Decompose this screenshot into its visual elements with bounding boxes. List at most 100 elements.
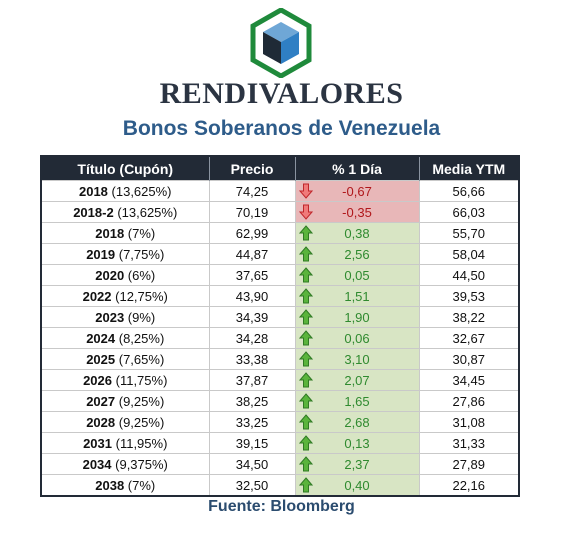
bond-year: 2019 (86, 246, 116, 262)
green-up-arrow-icon (298, 477, 313, 493)
bond-year: 2018 (78, 183, 108, 199)
bond-day-change-value: 0,06 (344, 330, 370, 346)
green-up-arrow-icon (298, 351, 313, 367)
bond-title: 2025 (7,65%) (40, 348, 210, 370)
bond-price: 33,25 (208, 411, 296, 433)
bond-price: 43,90 (208, 285, 296, 307)
bond-avg-ytm: 31,33 (418, 432, 520, 454)
table-row: 2018 (13,625%) 74,25 -0,67 56,66 (40, 180, 520, 202)
bond-avg-ytm: 30,87 (418, 348, 520, 370)
table-row: 2019 (7,75%) 44,87 2,56 58,04 (40, 243, 520, 265)
table-row: 2028 (9,25%) 33,25 2,68 31,08 (40, 411, 520, 433)
bond-coupon: (9,25%) (118, 393, 165, 409)
bond-coupon: (13,625%) (117, 204, 178, 220)
red-down-arrow-icon (298, 183, 313, 199)
green-up-arrow-icon (298, 330, 313, 346)
green-up-arrow-icon (298, 393, 313, 409)
bond-day-change-value: 0,13 (344, 435, 370, 451)
bond-title: 2031 (11,95%) (40, 432, 210, 454)
header-price: Precio (209, 156, 296, 181)
bond-day-change-value: -0,67 (342, 183, 372, 199)
green-up-arrow-icon (298, 456, 313, 472)
bond-price: 34,50 (208, 453, 296, 475)
bond-year: 2028 (86, 414, 116, 430)
bond-coupon: (7,75%) (118, 246, 165, 262)
bond-coupon: (9,25%) (118, 414, 165, 430)
bond-avg-ytm: 66,03 (418, 201, 520, 223)
bond-title: 2022 (12,75%) (40, 285, 210, 307)
bond-price: 44,87 (208, 243, 296, 265)
bond-year: 2026 (83, 372, 112, 388)
cube-hexagon-logo-icon (250, 7, 312, 79)
bond-year: 2031 (83, 435, 112, 451)
table-row: 2018 (7%) 62,99 0,38 55,70 (40, 222, 520, 244)
bond-avg-ytm: 38,22 (418, 306, 520, 328)
bond-price: 70,19 (208, 201, 296, 223)
bond-title: 2019 (7,75%) (40, 243, 210, 265)
bond-coupon: (6%) (127, 267, 156, 283)
bond-title: 2038 (7%) (40, 474, 210, 497)
bond-day-change-value: -0,35 (342, 204, 372, 220)
bond-day-change: 3,10 (294, 348, 420, 370)
bond-title: 2028 (9,25%) (40, 411, 210, 433)
bond-year: 2018-2 (73, 204, 114, 220)
bond-avg-ytm: 44,50 (418, 264, 520, 286)
bond-title: 2018-2 (13,625%) (40, 201, 210, 223)
bond-day-change: -0,67 (294, 180, 420, 202)
bond-day-change: 2,56 (294, 243, 420, 265)
green-up-arrow-icon (298, 414, 313, 430)
bond-coupon: (13,625%) (111, 183, 172, 199)
table-row: 2027 (9,25%) 38,25 1,65 27,86 (40, 390, 520, 412)
table-row: 2023 (9%) 34,39 1,90 38,22 (40, 306, 520, 328)
bond-year: 2022 (82, 288, 112, 304)
bond-price: 74,25 (208, 180, 296, 202)
green-up-arrow-icon (298, 225, 313, 241)
bonds-table: Título (Cupón) Precio % 1 Día Media YTM … (40, 155, 520, 497)
bond-avg-ytm: 22,16 (418, 474, 520, 497)
bond-avg-ytm: 58,04 (418, 243, 520, 265)
bond-coupon: (12,75%) (115, 288, 168, 304)
bond-title: 2020 (6%) (40, 264, 210, 286)
bond-title: 2018 (13,625%) (40, 180, 210, 202)
bond-price: 37,65 (208, 264, 296, 286)
bond-price: 62,99 (208, 222, 296, 244)
table-row: 2038 (7%) 32,50 0,40 22,16 (40, 474, 520, 497)
bond-day-change: 2,07 (294, 369, 420, 391)
bond-day-change: 1,90 (294, 306, 420, 328)
bond-day-change: 1,65 (294, 390, 420, 412)
source-note: Fuente: Bloomberg (208, 498, 355, 515)
bond-day-change-value: 0,05 (344, 267, 370, 283)
table-row: 2034 (9,375%) 34,50 2,37 27,89 (40, 453, 520, 475)
bond-day-change-value: 1,65 (344, 393, 370, 409)
bond-day-change-value: 2,68 (344, 414, 370, 430)
bond-day-change: 1,51 (294, 285, 420, 307)
bond-title: 2027 (9,25%) (40, 390, 210, 412)
bond-title: 2034 (9,375%) (40, 453, 210, 475)
bond-year: 2018 (95, 225, 125, 241)
bond-coupon: (11,95%) (115, 435, 168, 451)
bond-avg-ytm: 27,89 (418, 453, 520, 475)
bond-price: 32,50 (208, 474, 296, 497)
bond-year: 2025 (86, 351, 116, 367)
bond-day-change: -0,35 (294, 201, 420, 223)
bond-title: 2026 (11,75%) (40, 369, 210, 391)
bond-avg-ytm: 32,67 (418, 327, 520, 349)
bond-day-change: 0,13 (294, 432, 420, 454)
table-row: 2020 (6%) 37,65 0,05 44,50 (40, 264, 520, 286)
green-up-arrow-icon (298, 246, 313, 262)
bond-price: 34,28 (208, 327, 296, 349)
bond-day-change: 0,38 (294, 222, 420, 244)
bond-coupon: (7%) (127, 477, 156, 493)
bond-avg-ytm: 39,53 (418, 285, 520, 307)
bond-year: 2038 (95, 477, 125, 493)
bond-title: 2023 (9%) (40, 306, 210, 328)
bond-price: 37,87 (208, 369, 296, 391)
header-title-coupon: Título (Cupón) (41, 156, 210, 181)
bond-title: 2024 (8,25%) (40, 327, 210, 349)
bond-coupon: (7%) (127, 225, 156, 241)
bond-day-change-value: 1,51 (344, 288, 370, 304)
bond-coupon: (9%) (127, 309, 156, 325)
bond-title: 2018 (7%) (40, 222, 210, 244)
bond-coupon: (11,75%) (115, 372, 168, 388)
brand-title: RENDIVALORES (159, 77, 404, 110)
